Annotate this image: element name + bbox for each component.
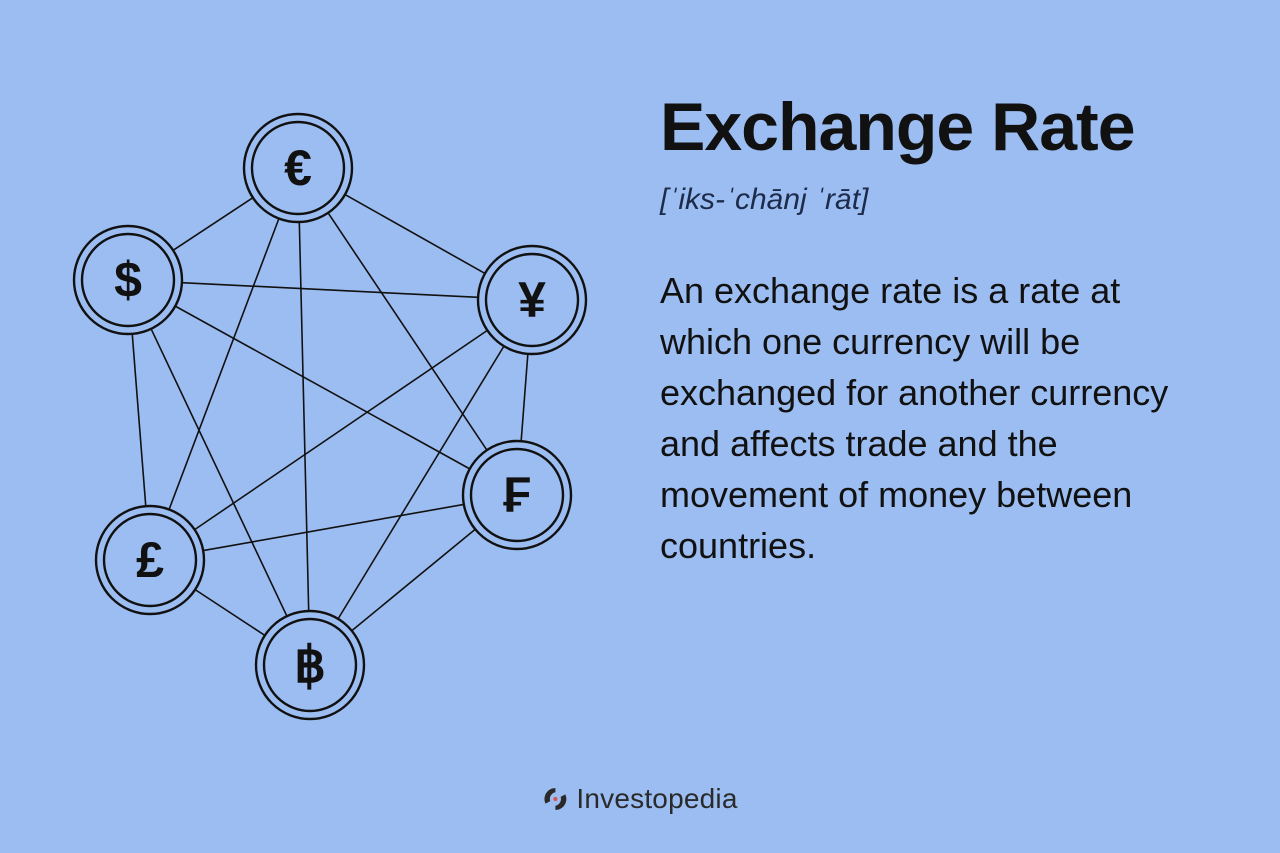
pronunciation: [ˈiks-ˈchānj ˈrāt] <box>660 183 1220 217</box>
franc-symbol-icon: ₣ <box>503 467 531 523</box>
network-edge <box>521 354 528 441</box>
currency-node-yen: ¥ <box>478 246 586 354</box>
network-edge <box>203 504 464 550</box>
currency-network-diagram: € ¥ ₣ ฿ £ $ <box>0 0 640 780</box>
investopedia-logo-icon <box>542 786 568 812</box>
network-edge <box>352 529 476 630</box>
network-edge <box>345 195 485 274</box>
currency-node-euro: € <box>244 114 352 222</box>
network-edge <box>195 330 488 529</box>
network-edge <box>299 222 308 611</box>
network-edge <box>169 219 279 510</box>
definition-text: An exchange rate is a rate at which one … <box>660 265 1220 572</box>
network-edge <box>132 334 146 506</box>
currency-node-dollar: $ <box>74 226 182 334</box>
network-edge <box>173 198 253 251</box>
yen-symbol-icon: ¥ <box>518 272 546 328</box>
brand-footer: Investopedia <box>542 783 737 815</box>
network-edge <box>182 283 478 298</box>
euro-symbol-icon: € <box>284 140 312 196</box>
network-edge <box>195 590 265 636</box>
currency-node-pound: £ <box>96 506 204 614</box>
baht-symbol-icon: ฿ <box>294 637 326 693</box>
network-edge <box>175 306 469 469</box>
pound-symbol-icon: £ <box>136 532 164 588</box>
brand-name: Investopedia <box>576 783 737 815</box>
currency-node-baht: ฿ <box>256 611 364 719</box>
currency-node-franc: ₣ <box>463 441 571 549</box>
term-title: Exchange Rate <box>660 90 1220 165</box>
infographic-canvas: € ¥ ₣ ฿ £ $ Exchange Rate [ˈiks-ˈchānj ˈrāt] … <box>0 0 1280 853</box>
dollar-symbol-icon: $ <box>114 252 142 308</box>
text-panel: Exchange Rate [ˈiks-ˈchānj ˈrāt] An exch… <box>640 0 1280 853</box>
diagram-panel: € ¥ ₣ ฿ £ $ <box>0 0 640 853</box>
